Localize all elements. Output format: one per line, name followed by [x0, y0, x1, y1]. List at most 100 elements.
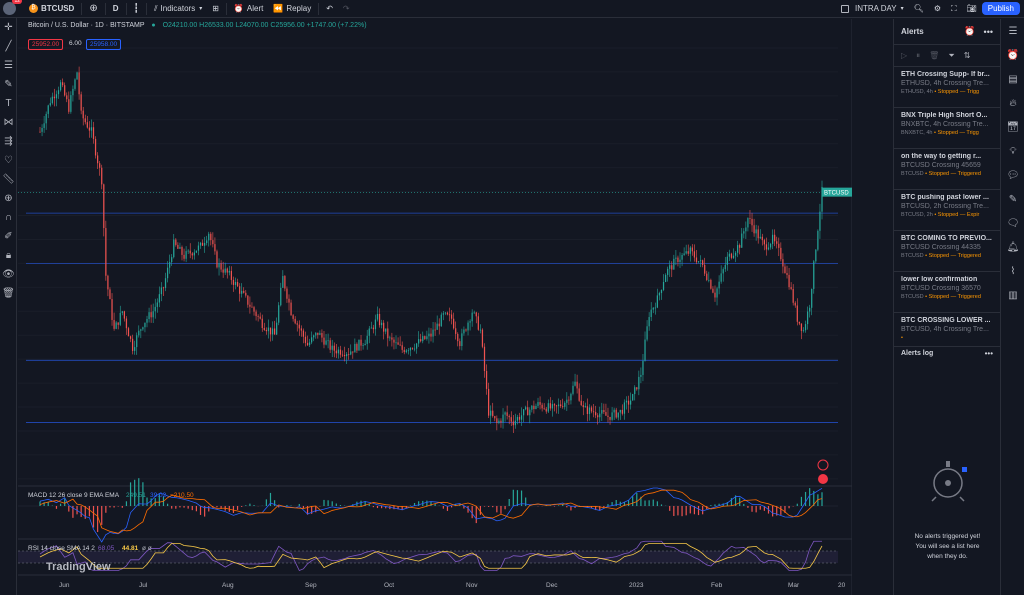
alert-title: BNX Triple High Short O... [901, 112, 988, 119]
undo-button[interactable]: ↶ [321, 0, 338, 18]
symbol-search-button[interactable]: ₿ BTCUSD [24, 0, 79, 18]
hotlist-icon[interactable]: 🔥︎ [1009, 97, 1017, 109]
alert-button[interactable]: ⏰ Alert [229, 0, 268, 18]
text-icon[interactable]: T [5, 98, 12, 109]
macd-histogram-bar [335, 503, 337, 506]
lock-icon[interactable]: 🔒︎ [5, 250, 12, 261]
alert-description: BTCUSD Crossing 36570 [901, 285, 981, 292]
crosshair-icon[interactable]: ✛ [4, 22, 13, 33]
ruler-icon[interactable]: 📏︎ [2, 174, 15, 185]
candle-body [658, 293, 661, 296]
templates-button[interactable]: ⊞ [207, 0, 224, 18]
alerts-panel-icon[interactable]: ⏰ [1006, 49, 1020, 61]
macd-histogram-bar [570, 506, 572, 511]
candle-body [218, 263, 220, 268]
alert-symbol: ETHUSD, 4h [901, 89, 933, 95]
zoom-in-icon[interactable]: ⊕ [4, 193, 13, 204]
ideas-icon[interactable]: 💡︎ [1009, 145, 1017, 157]
fib-icon[interactable]: ☰ [4, 60, 13, 71]
plus-circle-icon: ⊕ [89, 3, 98, 14]
fullscreen-button[interactable]: ⛶ [946, 0, 962, 18]
lightning-marker-icon[interactable] [817, 459, 829, 471]
chat-icon[interactable]: 💬︎ [1006, 169, 1020, 181]
alert-item[interactable]: lower low confirmation BTCUSD Crossing 36… [894, 272, 1000, 313]
candle-body [708, 279, 710, 281]
buy-price-button[interactable]: 25958.00 [86, 39, 122, 50]
alert-item[interactable]: BTC CROSSING LOWER ... BTCUSD, 4h Crossin… [894, 313, 1000, 344]
alert-item[interactable]: BTC COMING TO PREVIO... BTCUSD Crossing 4… [894, 231, 1000, 272]
candle-body [702, 260, 704, 265]
macd-histogram-bar [59, 503, 62, 506]
sort-icon[interactable]: ⇅ [963, 51, 971, 60]
search-button[interactable]: 🔍︎ [909, 0, 929, 18]
candle-body [695, 257, 698, 263]
lock-pencil-icon[interactable]: ✐ [4, 231, 13, 242]
magnet-icon[interactable]: ∩ [4, 212, 13, 223]
candle-body [284, 276, 286, 289]
indicators-button[interactable]: ⫽ Indicators ▾ [149, 0, 207, 18]
alert-title: on the way to getting r... [901, 153, 982, 160]
alert-item[interactable]: ETH Crossing Supp- If br... ETHUSD, 4h Cr… [894, 67, 1000, 108]
candle-body [555, 405, 558, 407]
pause-icon[interactable]: ⏸ [916, 50, 921, 60]
redo-button[interactable]: ↷ [338, 0, 355, 18]
streams-icon[interactable]: ✎ [1008, 193, 1018, 205]
macd-histogram-bar [714, 504, 716, 506]
trading-icon[interactable]: ⌇ [1010, 265, 1016, 277]
eye-icon[interactable]: 👁︎ [2, 269, 15, 280]
avatar[interactable]: 12 [3, 0, 22, 15]
candle-body [821, 186, 823, 212]
interval-button[interactable]: D [108, 0, 124, 18]
alarm-clock-icon: ⏰ [233, 4, 244, 13]
alert-meta: BTCUSD, 2h • Stopped — Expir [901, 212, 980, 218]
more-icon[interactable]: ••• [984, 349, 993, 358]
notifications-icon[interactable]: 🔔︎ [1006, 241, 1020, 253]
candle-body [282, 276, 284, 288]
delete-icon[interactable]: 🗑︎ [929, 51, 940, 60]
alert-item[interactable]: BNX Triple High Short O... BNXBTC, 4h Cro… [894, 108, 1000, 149]
prediction-icon[interactable]: ⇶ [4, 136, 13, 147]
macd-histogram-bar [88, 506, 90, 517]
macd-histogram-bar [813, 490, 815, 506]
candle-body [238, 286, 241, 294]
macd-histogram-bar [557, 505, 560, 506]
chats-icon[interactable]: 🗨︎ [1006, 217, 1020, 229]
candle-body [504, 412, 506, 415]
alert-item[interactable]: BTC pushing past lower ... BTCUSD, 2h Cro… [894, 190, 1000, 231]
time-axis-label: Feb [711, 582, 723, 589]
layers-icon[interactable]: ▥ [1008, 289, 1018, 301]
add-alert-icon[interactable]: ⏰ [964, 26, 976, 36]
flag-marker-icon[interactable] [818, 474, 828, 484]
candle-body [553, 404, 556, 406]
macd-histogram-bar [158, 494, 160, 506]
layout-button[interactable]: INTRA DAY ▾ [836, 0, 909, 18]
replay-button[interactable]: ⏪ Replay [268, 0, 316, 18]
sell-price-button[interactable]: 25952.00 [28, 39, 64, 50]
snapshot-button[interactable]: 📷︎ [962, 0, 982, 18]
settings-button[interactable]: ⚙ [929, 0, 946, 18]
data-window-icon[interactable]: ▤ [1008, 73, 1018, 85]
trend-line-icon[interactable]: ╱ [5, 41, 12, 52]
alert-item[interactable]: on the way to getting r... BTCUSD Crossin… [894, 149, 1000, 190]
macd-histogram-bar [84, 506, 86, 519]
publish-button[interactable]: Publish [981, 2, 1020, 15]
macd-histogram-bar [146, 497, 148, 506]
candle-body [737, 245, 739, 253]
candle-body [86, 122, 88, 128]
more-icon[interactable]: ••• [983, 26, 993, 37]
pattern-icon[interactable]: ⋈ [3, 117, 14, 128]
macd-histogram-bar [47, 502, 49, 506]
trash-icon[interactable]: 🗑︎ [2, 288, 15, 299]
candle-body [90, 127, 93, 131]
heart-icon[interactable]: ♡ [4, 155, 13, 166]
chart-type-button[interactable]: ┇ [129, 0, 144, 18]
candle-body [745, 227, 747, 232]
calendar-icon[interactable]: 📅︎ [1006, 121, 1020, 133]
watchlist-icon[interactable]: ☰ [1008, 25, 1018, 37]
price-chart[interactable]: USD32000.0031000.0030000.0029000.0028000… [18, 19, 852, 595]
candle-body [164, 278, 167, 288]
play-icon[interactable]: ▷ [901, 51, 908, 60]
filter-icon[interactable]: ⏷ [948, 50, 955, 60]
brush-icon[interactable]: ✎ [4, 79, 13, 90]
compare-button[interactable]: ⊕ [84, 0, 102, 18]
